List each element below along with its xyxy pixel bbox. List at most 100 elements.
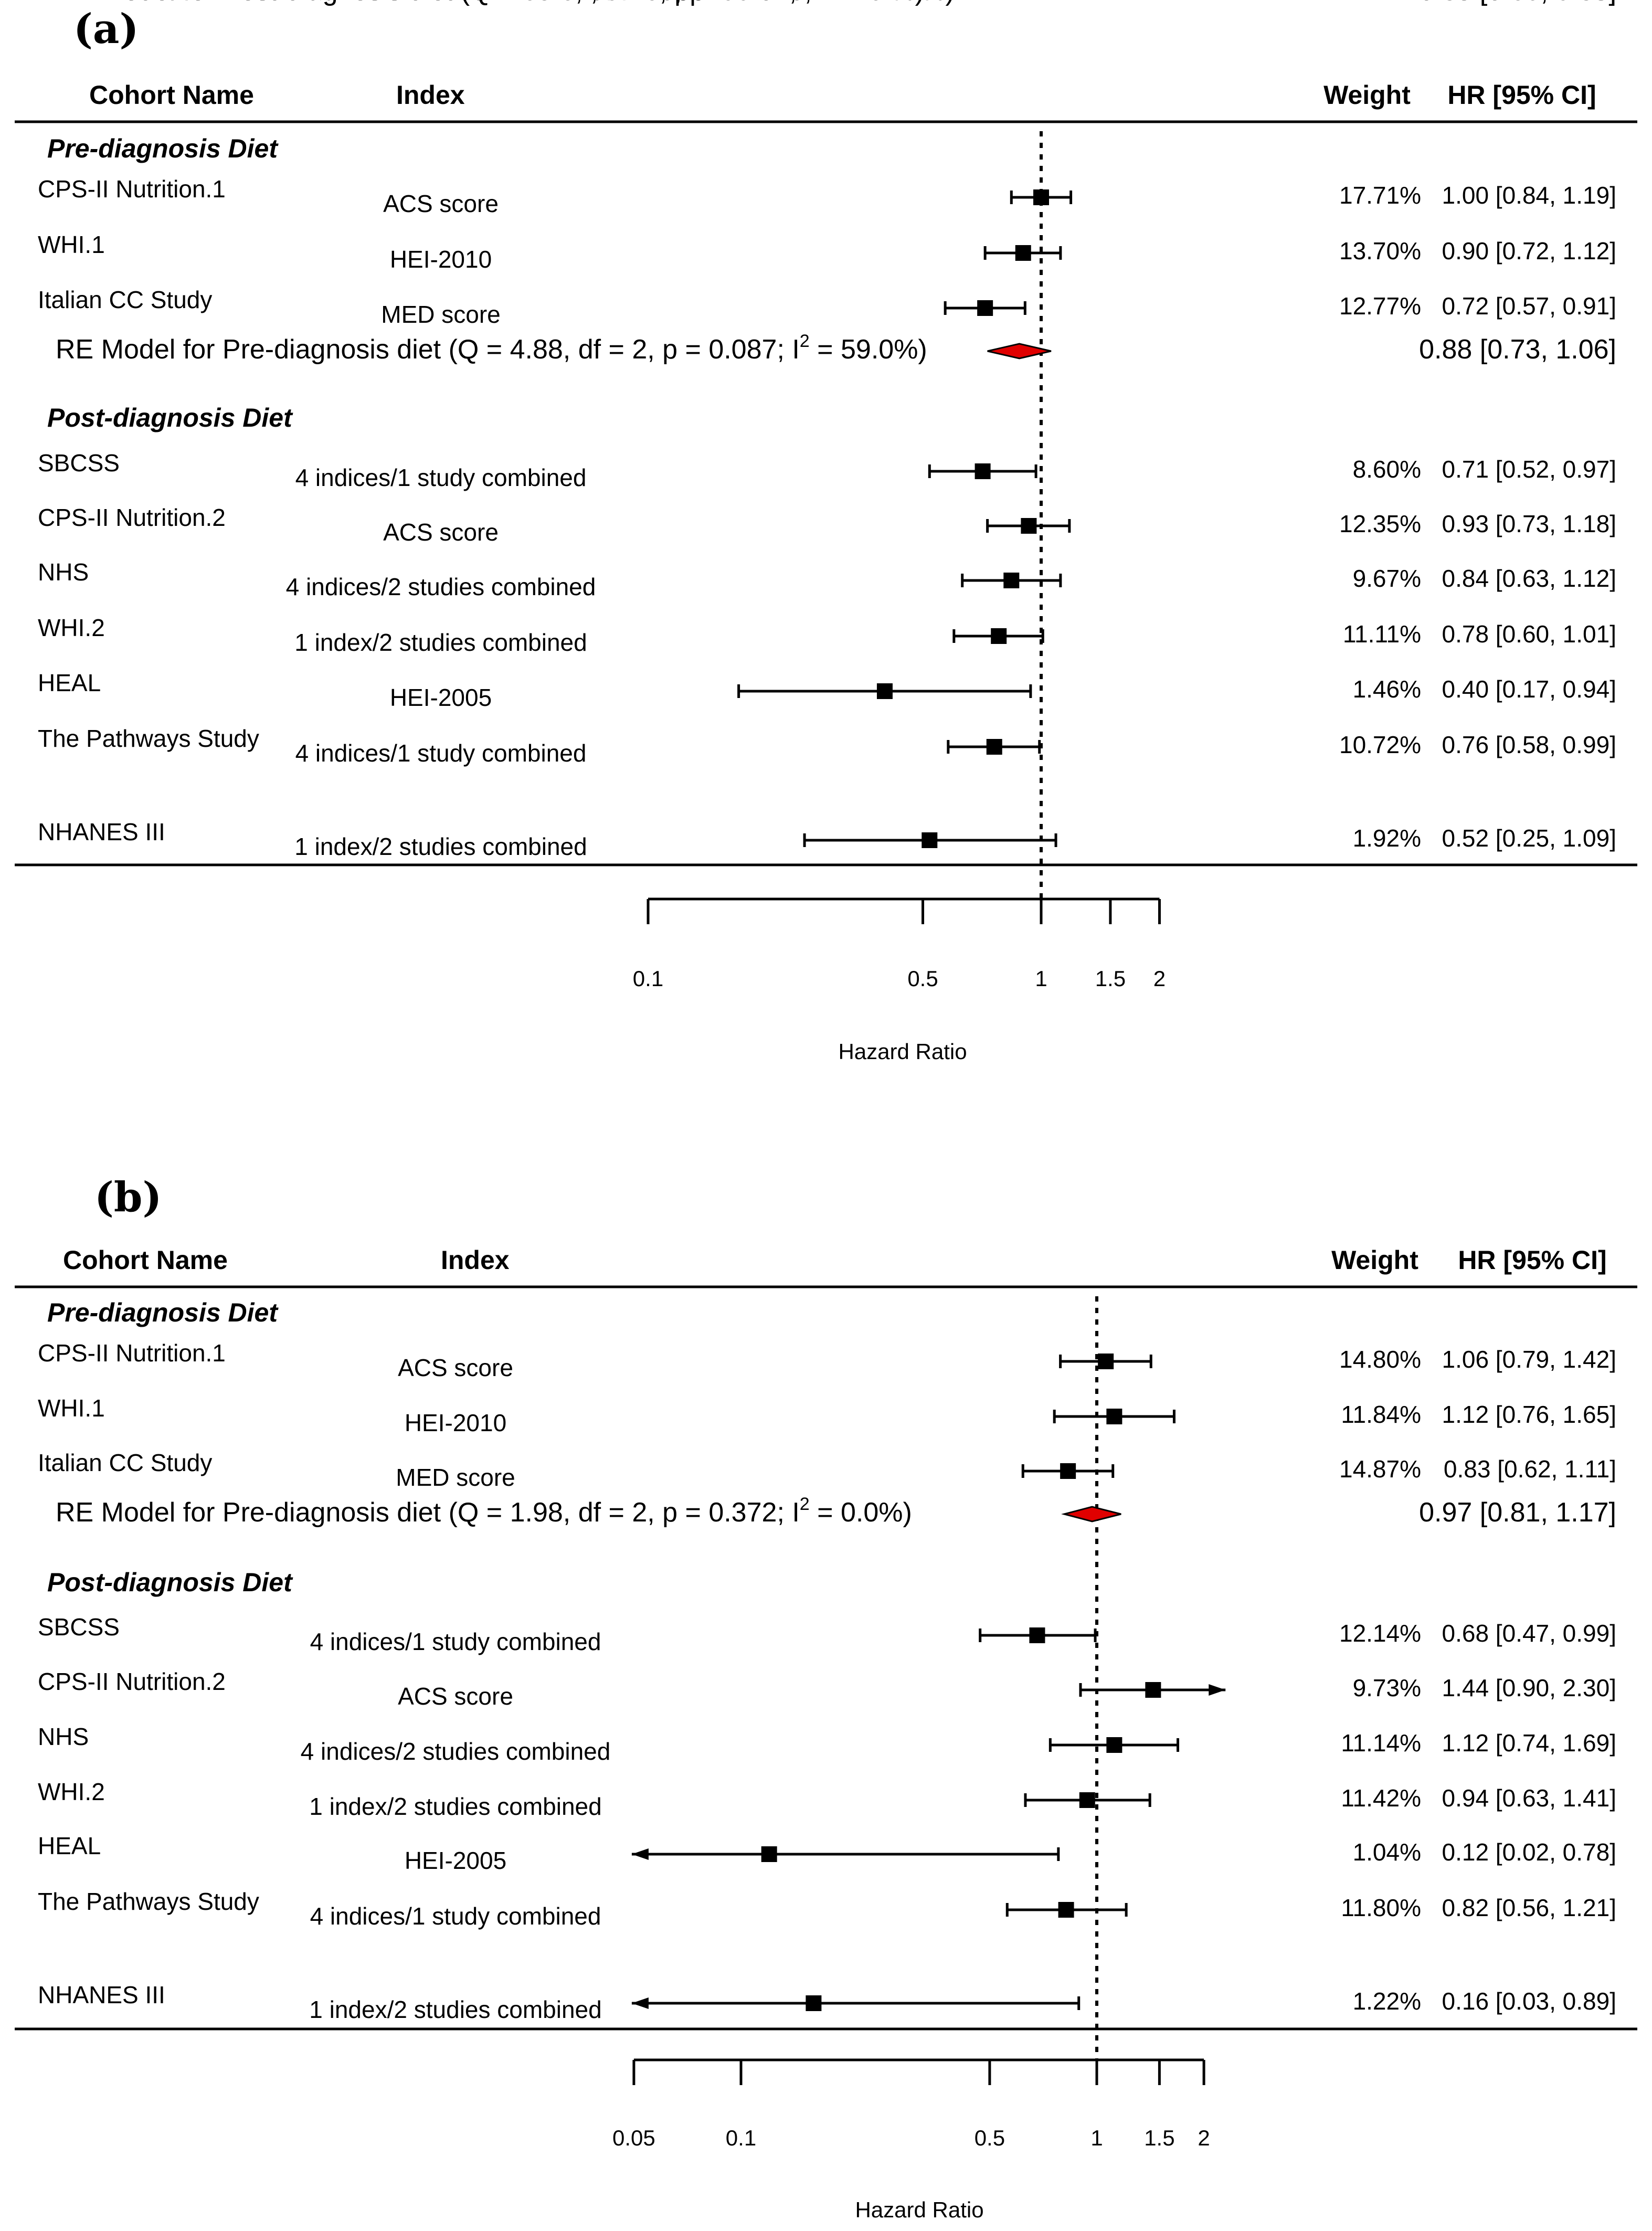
- hr-ci-value: 0.82 [0.56, 1.21]: [1442, 1894, 1617, 1921]
- x-tick-label: 0.05: [612, 2126, 655, 2150]
- x-tick-label: 2: [1198, 2126, 1210, 2150]
- point-estimate: [1106, 1737, 1122, 1753]
- weight-value: 11.84%: [1341, 1401, 1421, 1428]
- cohort-name: Italian CC Study: [38, 286, 212, 313]
- point-estimate: [761, 1846, 777, 1862]
- column-header-cohort: Cohort Name: [89, 80, 254, 110]
- hr-ci-value: 1.06 [0.79, 1.42]: [1442, 1346, 1617, 1373]
- model-label-text: = 2.4%): [822, 0, 924, 6]
- hr-ci-value: 0.94 [0.63, 1.41]: [1442, 1784, 1617, 1812]
- index-name: 4 indices/1 study combined: [310, 1628, 601, 1655]
- weight-value: 17.71%: [1339, 182, 1421, 209]
- weight-value: 9.73%: [1353, 1674, 1421, 1701]
- x-tick-label: 1.5: [1095, 966, 1126, 991]
- weight-value: 14.80%: [1339, 1346, 1421, 1373]
- x-tick-label: 0.5: [907, 966, 938, 991]
- column-header-weight: Weight: [1331, 1245, 1418, 1275]
- ci-arrow-left: [631, 1848, 649, 1860]
- cohort-name: CPS-II Nutrition.2: [38, 504, 226, 531]
- point-estimate: [1098, 1354, 1114, 1369]
- model-label-text: RE Model for Pre-diagnosis diet (Q = 1.9…: [56, 1497, 800, 1528]
- weight-value: 12.35%: [1339, 510, 1421, 537]
- column-header-hr-ci: HR [95% CI]: [1447, 80, 1596, 110]
- point-estimate: [986, 739, 1002, 755]
- index-name: 1 index/2 studies combined: [294, 629, 587, 656]
- model-label-text: RE Model for Post-diagnosis diet (Q = 6.…: [56, 0, 812, 6]
- group-heading: Pre-diagnosis Diet: [47, 1298, 279, 1327]
- model-label-text: RE Model for Pre-diagnosis diet (Q = 4.8…: [56, 334, 800, 365]
- hr-ci-value: 0.93 [0.73, 1.18]: [1442, 510, 1617, 537]
- panel-label: (b): [94, 1173, 162, 1221]
- summary-hr-ci-value: 0.97 [0.81, 1.17]: [1419, 1497, 1616, 1528]
- summary-row: RE Model for Post-diagnosis diet (Q = 6.…: [56, 0, 1616, 6]
- point-estimate: [1079, 1792, 1095, 1808]
- column-header-index: Index: [396, 80, 465, 110]
- x-axis: 0.05 0.1 0.5 1 1.5 2 Hazard Ratio: [612, 2058, 1210, 2222]
- x-tick-label: 0.1: [633, 966, 663, 991]
- hr-ci-value: 0.16 [0.03, 0.89]: [1442, 1987, 1617, 2015]
- cohort-name: WHI.1: [38, 1394, 105, 1422]
- weight-value: 10.72%: [1339, 731, 1421, 758]
- point-estimate: [876, 683, 893, 699]
- study-row: WHI.1 HEI-2010 11.84% 1.12 [0.76, 1.65]: [38, 1394, 1616, 1436]
- study-row: CPS-II Nutrition.2 ACS score 12.35% 0.93 [0…: [38, 504, 1616, 546]
- point-estimate: [975, 463, 991, 479]
- cohort-name: CPS-II Nutrition.1: [38, 175, 226, 203]
- weight-value: 14.87%: [1339, 1455, 1421, 1483]
- index-name: 1 index/2 studies combined: [309, 1793, 601, 1820]
- hr-ci-value: 1.00 [0.84, 1.19]: [1442, 182, 1617, 209]
- weight-value: 11.14%: [1341, 1729, 1421, 1757]
- hr-ci-value: 0.76 [0.58, 0.99]: [1442, 731, 1617, 758]
- weight-value: 12.77%: [1339, 292, 1421, 320]
- panel-label: (a): [73, 5, 139, 53]
- study-row: NHS 4 indices/2 studies combined 9.67% 0.84…: [38, 558, 1616, 600]
- index-name: 1 index/2 studies combined: [294, 833, 587, 860]
- x-tick-label: 0.5: [975, 2126, 1005, 2150]
- hr-ci-value: 1.44 [0.90, 2.30]: [1442, 1674, 1617, 1701]
- hr-ci-value: 0.68 [0.47, 0.99]: [1442, 1620, 1617, 1647]
- point-estimate: [991, 628, 1007, 644]
- summary-diamond: [987, 343, 1052, 360]
- study-row: HEAL HEI-2005 1.46% 0.40 [0.17, 0.94]: [38, 669, 1616, 711]
- x-tick-label: 1: [1035, 966, 1047, 991]
- index-name: 1 index/2 studies combined: [309, 1996, 601, 2023]
- summary-row: RE Model for Pre-diagnosis diet (Q = 4.8…: [56, 331, 1616, 365]
- column-header-cohort: Cohort Name: [63, 1245, 228, 1275]
- x-tick-label: 1: [1090, 2126, 1103, 2150]
- forest-panel-a: (a) Cohort Name Index Weight HR [95% CI] Pre-…: [15, 0, 1637, 1064]
- summary-row: RE Model for Pre-diagnosis diet (Q = 1.9…: [56, 1494, 1616, 1528]
- study-row: The Pathways Study 4 indices/1 study comb…: [38, 725, 1616, 767]
- column-header-index: Index: [441, 1245, 510, 1275]
- study-row: Italian CC Study MED score 14.87% 0.83 [0.6…: [38, 1449, 1616, 1491]
- x-axis-title: Hazard Ratio: [838, 1039, 967, 1064]
- study-row: SBCSS 4 indices/1 study combined 12.14% 0.6…: [38, 1613, 1616, 1655]
- index-name: 4 indices/1 study combined: [295, 739, 587, 767]
- cohort-name: The Pathways Study: [38, 725, 259, 752]
- point-estimate: [1033, 189, 1049, 205]
- model-label: RE Model for Post-diagnosis diet (Q = 15…: [56, 0, 955, 6]
- x-axis-title: Hazard Ratio: [855, 2197, 983, 2222]
- model-label: RE Model for Post-diagnosis diet (Q = 6.…: [56, 0, 924, 6]
- study-row: SBCSS 4 indices/1 study combined 8.60% 0.71…: [38, 449, 1616, 491]
- cohort-name: NHANES III: [38, 1981, 165, 2008]
- hr-ci-value: 0.40 [0.17, 0.94]: [1442, 675, 1617, 703]
- weight-value: 1.46%: [1353, 675, 1421, 703]
- cohort-name: SBCSS: [38, 449, 120, 477]
- index-name: HEI-2005: [405, 1847, 506, 1874]
- index-name: MED score: [396, 1464, 515, 1491]
- cohort-name: WHI.2: [38, 1778, 105, 1805]
- point-estimate: [1015, 245, 1031, 261]
- weight-value: 12.14%: [1339, 1620, 1421, 1647]
- hr-ci-value: 0.90 [0.72, 1.12]: [1442, 237, 1617, 265]
- hr-ci-value: 1.12 [0.74, 1.69]: [1442, 1729, 1617, 1757]
- cohort-name: The Pathways Study: [38, 1888, 259, 1915]
- index-name: ACS score: [398, 1683, 513, 1710]
- point-estimate: [1106, 1409, 1122, 1424]
- model-label-superscript: 2: [800, 1494, 810, 1514]
- weight-value: 1.22%: [1353, 1987, 1421, 2015]
- x-tick-label: 2: [1153, 966, 1166, 991]
- point-estimate: [1003, 573, 1020, 588]
- index-name: ACS score: [383, 190, 499, 217]
- point-estimate: [1060, 1463, 1076, 1479]
